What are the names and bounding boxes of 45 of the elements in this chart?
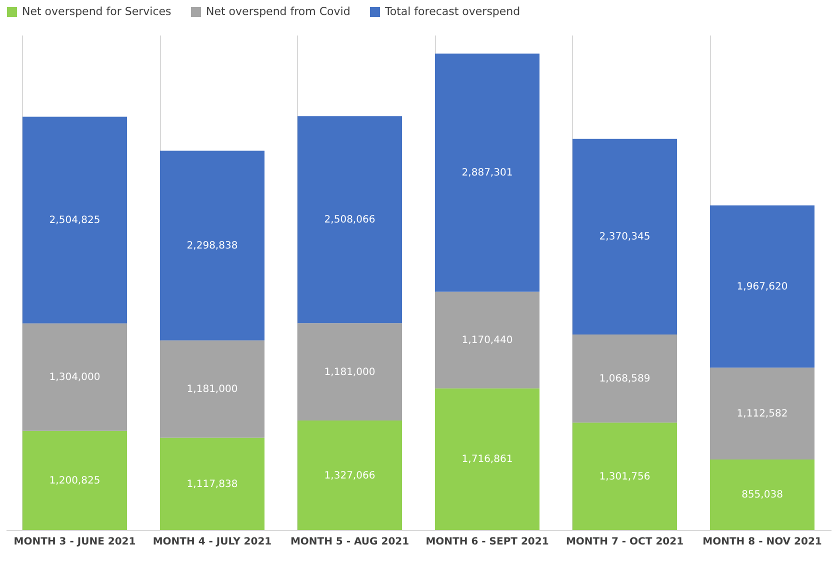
data-label: 1,181,000 (186, 384, 238, 396)
data-label: 2,508,066 (324, 214, 376, 226)
data-label: 1,181,000 (324, 366, 376, 378)
data-label: 1,112,582 (736, 408, 788, 420)
bar (435, 292, 540, 388)
data-label: 1,170,440 (462, 335, 513, 346)
bar (298, 420, 402, 530)
data-label: 1,304,000 (49, 372, 100, 384)
bar (710, 459, 814, 530)
bar (160, 438, 264, 530)
bar (572, 334, 677, 423)
bar (710, 368, 814, 460)
bar (22, 323, 127, 431)
x-tick-label: MONTH 7 - OCT 2021 (566, 536, 684, 548)
bar (160, 150, 264, 340)
bar (298, 116, 402, 324)
bar (435, 54, 540, 292)
data-label: 1,301,756 (599, 471, 650, 482)
data-label: 2,887,301 (462, 168, 513, 179)
data-label: 2,504,825 (49, 215, 100, 226)
bar (22, 430, 127, 530)
data-label: 1,117,838 (186, 478, 238, 490)
bar (572, 422, 677, 530)
x-tick-label: MONTH 3 - JUNE 2021 (14, 536, 136, 548)
data-label: 1,716,861 (462, 454, 513, 466)
data-label: 2,298,838 (186, 240, 238, 252)
x-tick-label: MONTH 4 - JULY 2021 (152, 536, 272, 548)
bar (572, 138, 677, 334)
data-label: 1,068,589 (599, 374, 650, 385)
legend-label: Net overspend from Covid (206, 5, 350, 18)
x-tick-label: MONTH 5 - AUG 2021 (290, 536, 410, 548)
bar (435, 388, 540, 530)
data-label: 1,967,620 (736, 282, 788, 293)
data-label: 1,327,066 (324, 470, 376, 482)
legend-label: Net overspend for Services (22, 5, 172, 18)
bar (710, 205, 814, 368)
x-tick-label: MONTH 6 - SEPT 2021 (426, 536, 549, 548)
data-label: 2,370,345 (599, 232, 650, 243)
data-label: 855,038 (742, 490, 783, 501)
legend-label: Total forecast overspend (384, 5, 520, 18)
bar (160, 340, 264, 438)
data-label: 1,200,825 (49, 475, 100, 486)
bar (22, 116, 127, 324)
bar (298, 323, 402, 421)
x-tick-label: MONTH 8 - NOV 2021 (702, 536, 822, 548)
